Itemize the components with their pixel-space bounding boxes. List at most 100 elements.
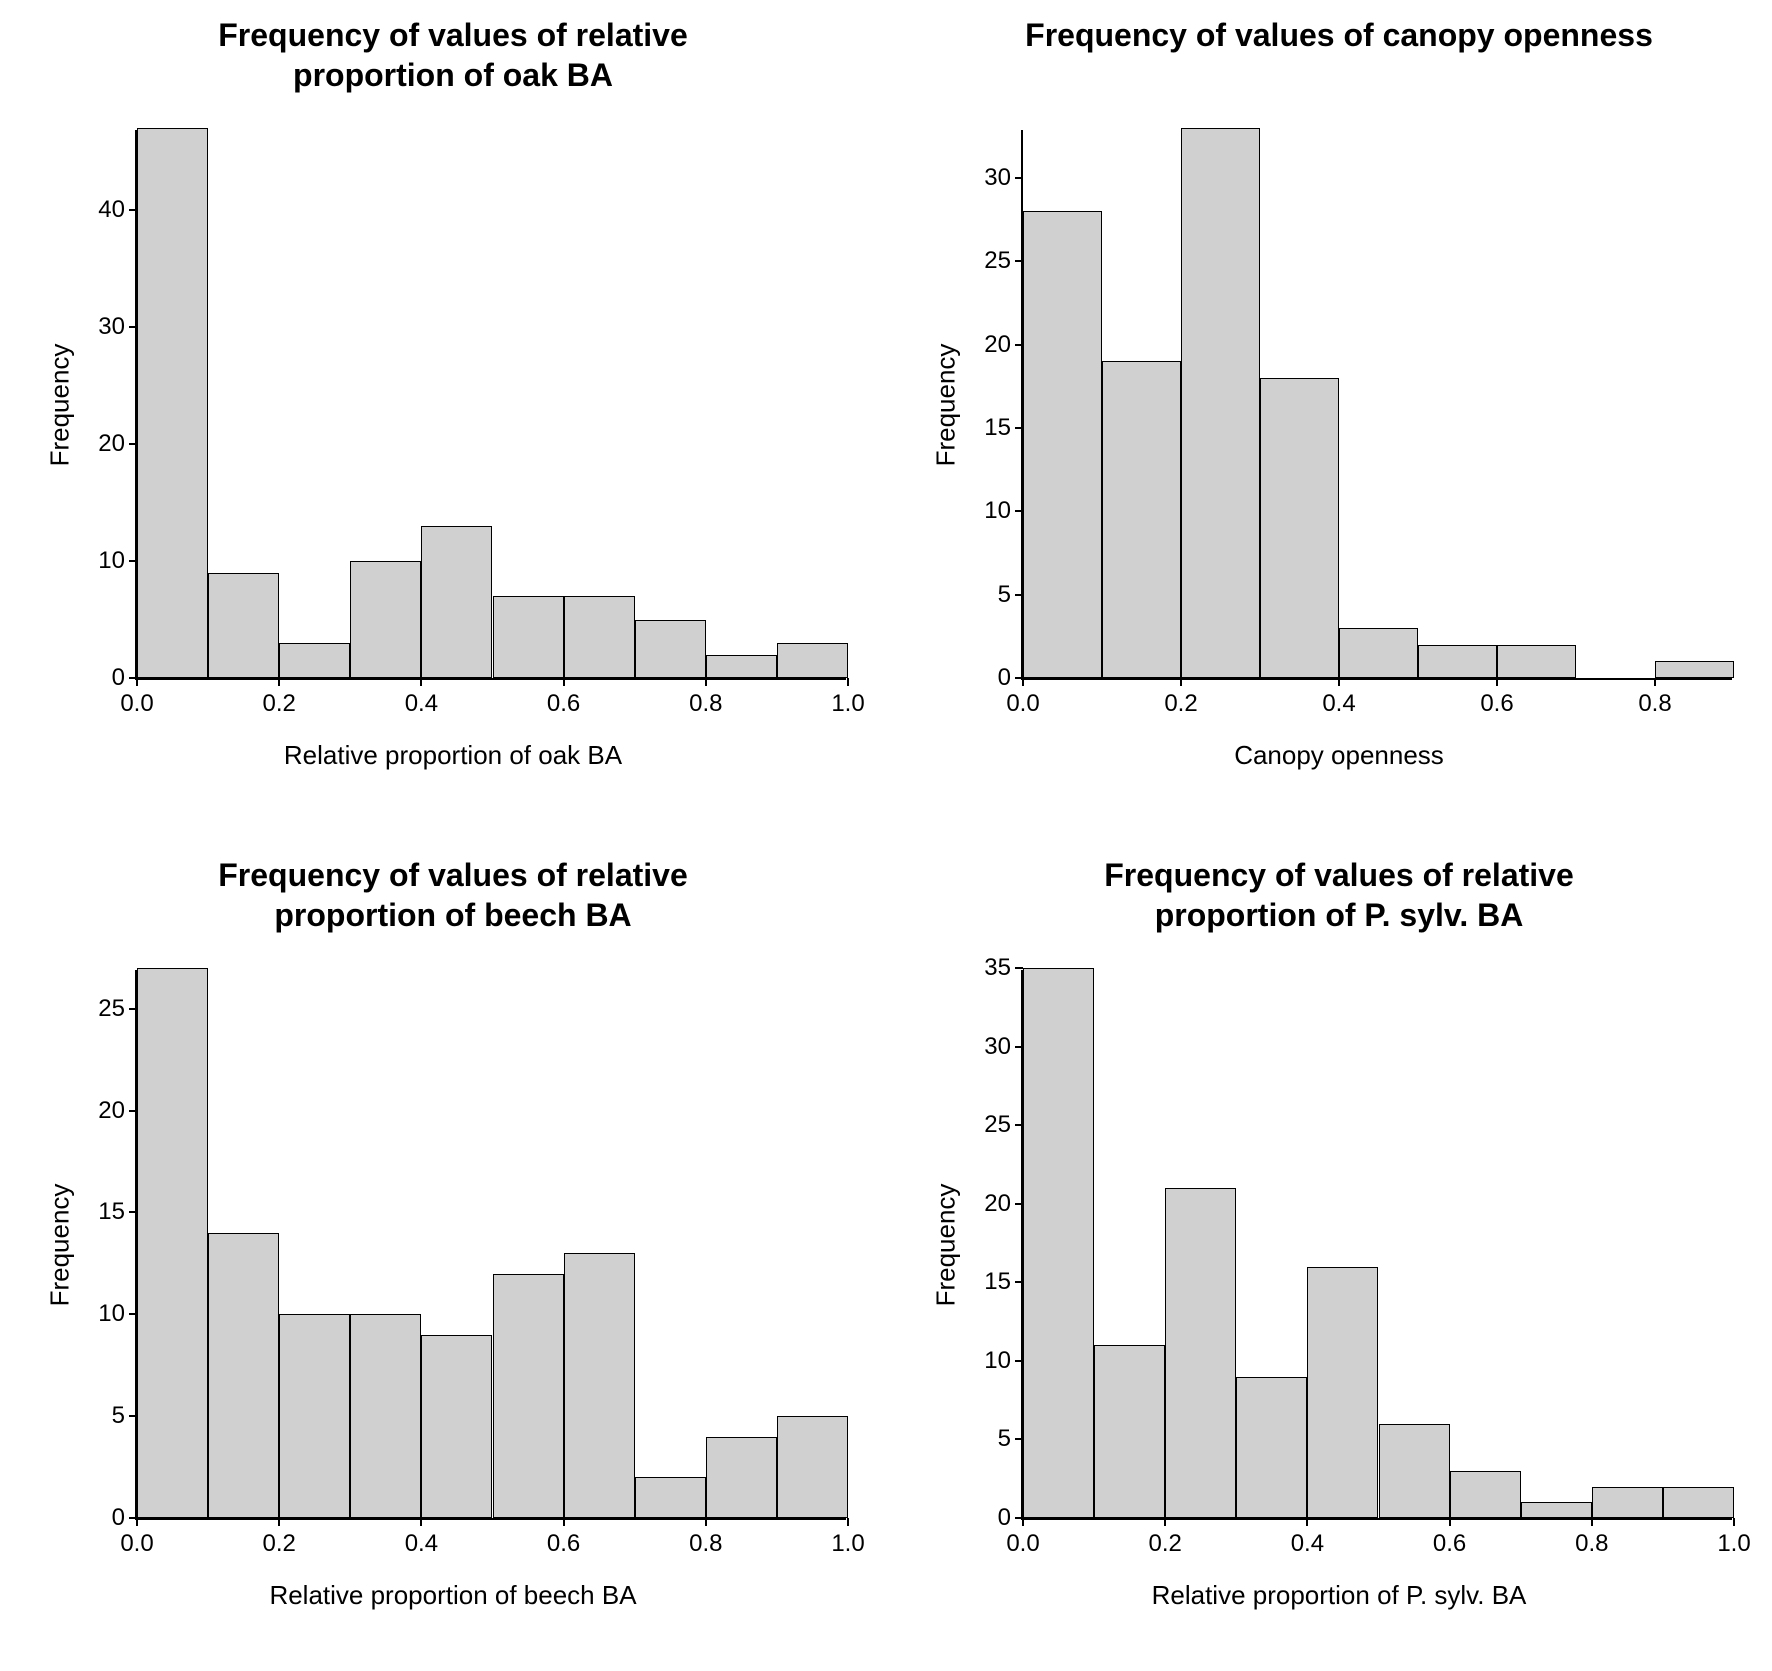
histogram-bar	[1260, 378, 1339, 678]
y-axis-label: Frequency	[45, 344, 76, 467]
histogram-bar	[279, 643, 350, 678]
histogram-bar	[1307, 1267, 1378, 1518]
histogram-bar	[1418, 645, 1497, 678]
x-tick-label: 0.8	[1638, 678, 1671, 718]
x-tick-label: 0.8	[1575, 1518, 1608, 1558]
histogram-bar	[421, 1335, 492, 1518]
y-tick-label: 5	[112, 1402, 137, 1430]
histogram-bar	[1379, 1424, 1450, 1518]
histogram-bar	[564, 596, 635, 678]
y-tick-label: 20	[98, 430, 137, 458]
histogram-bar	[137, 128, 208, 678]
x-axis-label: Relative proportion of oak BA	[20, 740, 886, 771]
histogram-bar	[1655, 661, 1734, 678]
histogram-bar	[421, 526, 492, 678]
histogram-bar	[1023, 968, 1094, 1518]
x-tick-label: 0.4	[405, 678, 438, 718]
y-tick-label: 40	[98, 196, 137, 224]
histogram-bar	[1592, 1487, 1663, 1518]
histogram-bar	[493, 596, 564, 678]
histogram-bar	[208, 573, 279, 678]
histogram-bar	[279, 1314, 350, 1518]
y-tick-label: 35	[984, 954, 1023, 982]
bars	[1023, 130, 1732, 678]
histogram-bar	[1094, 1345, 1165, 1518]
x-axis-label: Relative proportion of beech BA	[20, 1580, 886, 1611]
panel-canopy: Frequency of values of canopy openness 05…	[906, 10, 1772, 820]
panel-title: Frequency of values of canopy openness	[906, 15, 1772, 55]
panel-title: Frequency of values of relative proporti…	[20, 15, 886, 95]
y-tick-label: 25	[984, 1111, 1023, 1139]
x-tick-label: 0.4	[1322, 678, 1355, 718]
histogram-bar	[706, 655, 777, 678]
x-tick-label: 0.2	[263, 678, 296, 718]
histogram-bar	[493, 1274, 564, 1518]
y-tick-label: 10	[98, 547, 137, 575]
x-tick-label: 0.6	[1480, 678, 1513, 718]
histogram-bar	[1165, 1188, 1236, 1518]
x-tick-label: 0.0	[120, 678, 153, 718]
y-axis-label: Frequency	[931, 1184, 962, 1307]
y-axis-label: Frequency	[931, 344, 962, 467]
y-tick-label: 25	[98, 995, 137, 1023]
histogram-bar	[777, 1416, 848, 1518]
histogram-bar	[1497, 645, 1576, 678]
y-tick-label: 20	[984, 1190, 1023, 1218]
x-tick-label: 0.8	[689, 678, 722, 718]
x-axis-label: Relative proportion of P. sylv. BA	[906, 1580, 1772, 1611]
histogram-bar	[137, 968, 208, 1518]
x-tick-label: 1.0	[831, 1518, 864, 1558]
histogram-bar	[635, 1477, 706, 1518]
histogram-bar	[635, 620, 706, 679]
bars	[1023, 970, 1732, 1518]
panel-title: Frequency of values of relative proporti…	[20, 855, 886, 935]
y-tick-label: 10	[984, 1347, 1023, 1375]
histogram-bar	[1339, 628, 1418, 678]
y-axis-label: Frequency	[45, 1184, 76, 1307]
y-tick-label: 30	[98, 313, 137, 341]
y-tick-label: 30	[984, 164, 1023, 192]
histogram-bar	[1521, 1502, 1592, 1518]
x-tick-label: 1.0	[1717, 1518, 1750, 1558]
x-tick-label: 0.8	[689, 1518, 722, 1558]
x-tick-label: 0.0	[1006, 1518, 1039, 1558]
x-tick-label: 0.2	[1149, 1518, 1182, 1558]
x-tick-label: 0.4	[405, 1518, 438, 1558]
x-tick-label: 0.0	[120, 1518, 153, 1558]
x-tick-label: 0.2	[1164, 678, 1197, 718]
y-tick-label: 15	[984, 1268, 1023, 1296]
panel-title: Frequency of values of relative proporti…	[906, 855, 1772, 935]
y-tick-label: 10	[98, 1300, 137, 1328]
y-tick-label: 20	[98, 1097, 137, 1125]
histogram-bar	[1181, 128, 1260, 678]
bars	[137, 970, 846, 1518]
x-tick-label: 0.4	[1291, 1518, 1324, 1558]
histogram-bar	[564, 1253, 635, 1518]
histogram-bar	[1023, 211, 1102, 678]
y-tick-label: 20	[984, 331, 1023, 359]
histogram-bar	[1102, 361, 1181, 678]
histogram-bar	[1450, 1471, 1521, 1518]
x-tick-label: 0.2	[263, 1518, 296, 1558]
plot-area: 0510152025300.00.20.40.60.8	[1021, 130, 1732, 680]
x-tick-label: 1.0	[831, 678, 864, 718]
histogram-bar	[208, 1233, 279, 1518]
plot-area: 05101520250.00.20.40.60.81.0	[135, 970, 846, 1520]
histogram-bar	[706, 1437, 777, 1518]
y-tick-label: 5	[998, 1425, 1023, 1453]
histogram-bar	[350, 561, 421, 678]
histogram-bar	[777, 643, 848, 678]
x-tick-label: 0.6	[1433, 1518, 1466, 1558]
y-tick-label: 25	[984, 247, 1023, 275]
x-axis-label: Canopy openness	[906, 740, 1772, 771]
x-tick-label: 0.6	[547, 678, 580, 718]
x-tick-label: 0.0	[1006, 678, 1039, 718]
panel-psylv: Frequency of values of relative proporti…	[906, 850, 1772, 1660]
x-tick-label: 0.6	[547, 1518, 580, 1558]
y-tick-label: 15	[98, 1198, 137, 1226]
histogram-bar	[350, 1314, 421, 1518]
histogram-grid: Frequency of values of relative proporti…	[0, 0, 1772, 1671]
y-tick-label: 30	[984, 1033, 1023, 1061]
bars	[137, 130, 846, 678]
plot-area: 051015202530350.00.20.40.60.81.0	[1021, 970, 1732, 1520]
